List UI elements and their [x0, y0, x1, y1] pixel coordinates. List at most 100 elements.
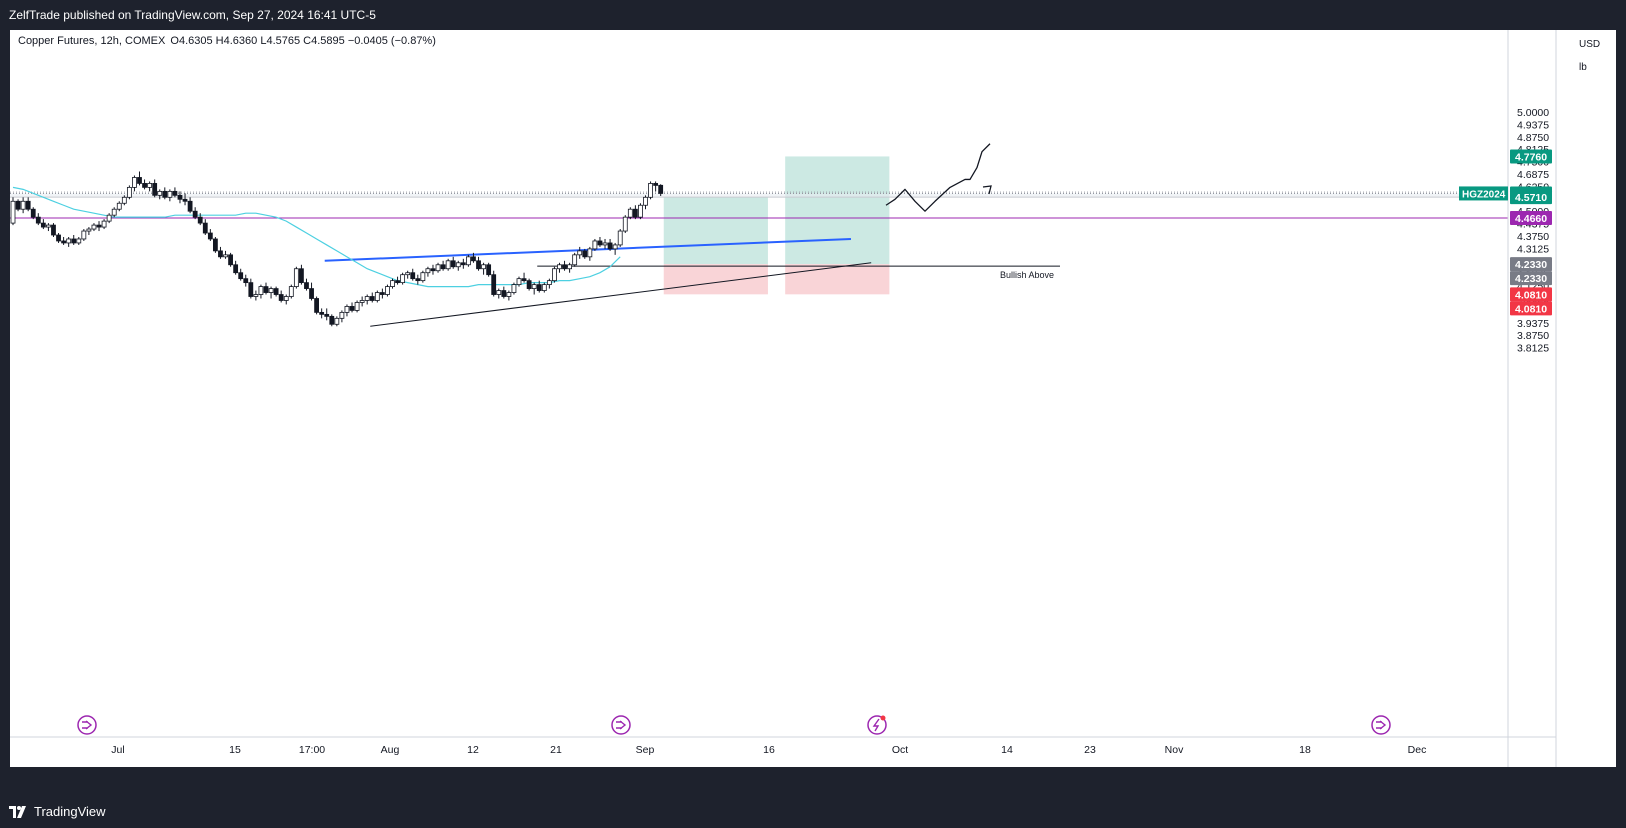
price-label-bg — [1510, 210, 1552, 225]
event-arrow-icon[interactable] — [611, 715, 631, 735]
price-label-bg — [1510, 190, 1552, 205]
candle — [207, 229, 213, 241]
candle-body — [395, 280, 400, 284]
candle — [238, 268, 244, 281]
candle-body — [197, 216, 203, 224]
candle — [293, 266, 299, 289]
legend-change: −0.0405 (−0.87%) — [347, 35, 436, 47]
candle — [521, 272, 527, 283]
event-arrow-icon[interactable] — [77, 715, 97, 735]
candles — [10, 171, 664, 327]
price-tick-label: 5.0000 — [1517, 107, 1549, 119]
candle-body — [476, 260, 481, 270]
candle-body — [364, 296, 370, 301]
candle — [622, 215, 628, 234]
candle — [460, 258, 466, 269]
candle-body — [622, 216, 628, 232]
candle-body — [91, 224, 97, 230]
time-tick-label: 21 — [550, 744, 562, 756]
candle — [450, 256, 456, 269]
candle-body — [435, 264, 441, 272]
resistance-band — [10, 193, 1508, 198]
price-label-bg — [1510, 149, 1552, 164]
candle — [541, 282, 547, 293]
candle-body — [268, 288, 274, 293]
currency-label[interactable]: USD — [1579, 39, 1601, 50]
candle — [96, 221, 102, 232]
candle-body — [521, 278, 527, 282]
event-arrow-icon[interactable] — [1371, 715, 1391, 735]
moving-average — [12, 186, 621, 288]
candle — [501, 286, 507, 299]
candle-body — [263, 286, 269, 293]
price-label-text: 4.0810 — [1515, 289, 1547, 301]
candle — [187, 197, 193, 214]
candle-body — [106, 214, 112, 222]
publisher-text: ZelfTrade published on TradingView.com, … — [9, 8, 376, 22]
candle — [420, 270, 426, 283]
candle-body — [273, 288, 279, 295]
ticker-label-text: HGZ2024 — [1462, 189, 1506, 200]
stop-zone — [785, 264, 890, 295]
candle-body — [526, 280, 532, 289]
price-label: 4.0810 — [1510, 287, 1552, 302]
event-ring — [867, 715, 887, 735]
candle-body — [86, 228, 92, 232]
candle — [526, 278, 532, 291]
candle-body — [607, 242, 613, 250]
price-label-text: 4.5710 — [1515, 192, 1547, 204]
unit-label[interactable]: lb — [1579, 62, 1587, 73]
candle-body — [71, 238, 77, 244]
price-label: 4.5710 — [1510, 190, 1552, 205]
price-label-text: 4.2330 — [1515, 259, 1547, 271]
candle-body — [111, 208, 117, 216]
candle — [51, 223, 56, 237]
time-tick-label: 17:00 — [299, 744, 325, 756]
lightning-glyph — [872, 718, 880, 732]
candle-body — [369, 296, 375, 301]
candle — [86, 227, 92, 236]
candle-body — [10, 200, 16, 224]
candle-body — [182, 198, 188, 202]
candle-body — [359, 300, 365, 303]
candle-body — [390, 280, 395, 287]
candle-body — [66, 238, 72, 244]
candle — [440, 260, 446, 271]
projection-line — [885, 143, 991, 212]
chart-legend: Copper Futures, 12h, COMEX O4.6305 H4.63… — [18, 35, 436, 47]
candle-body — [61, 240, 66, 244]
candle — [147, 181, 153, 192]
candle-body — [30, 208, 36, 218]
legend-close: C4.5895 — [303, 35, 345, 47]
candle — [263, 282, 269, 295]
price-label: 4.7760 — [1510, 149, 1552, 164]
candle — [20, 197, 26, 214]
candle-body — [425, 268, 431, 274]
candle — [35, 213, 41, 226]
price-label: 4.2330 — [1510, 257, 1552, 272]
time-tick-label: Aug — [381, 744, 400, 756]
candle-body — [567, 264, 572, 270]
tradingview-brand[interactable]: TradingView — [9, 804, 106, 819]
candle-body — [536, 284, 542, 291]
price-axis: 5.00004.93754.87504.81254.75004.68754.62… — [10, 30, 1557, 767]
event-lightning-icon[interactable] — [867, 715, 887, 735]
candle-body — [450, 260, 456, 268]
candle-body — [243, 278, 249, 284]
candle-body — [192, 210, 198, 218]
candle-body — [15, 200, 21, 210]
price-tick-label: 3.8125 — [1517, 343, 1549, 355]
candle — [46, 223, 51, 232]
candle-body — [121, 196, 127, 204]
alert-dot — [880, 715, 886, 721]
candle — [415, 274, 421, 285]
candle — [425, 266, 431, 277]
candle-body — [582, 250, 588, 258]
candle — [126, 185, 132, 200]
candle-body — [152, 183, 158, 196]
candle-body — [35, 216, 41, 224]
chart-frame[interactable] — [10, 30, 1616, 767]
candle-body — [324, 313, 330, 317]
candle — [278, 290, 284, 303]
